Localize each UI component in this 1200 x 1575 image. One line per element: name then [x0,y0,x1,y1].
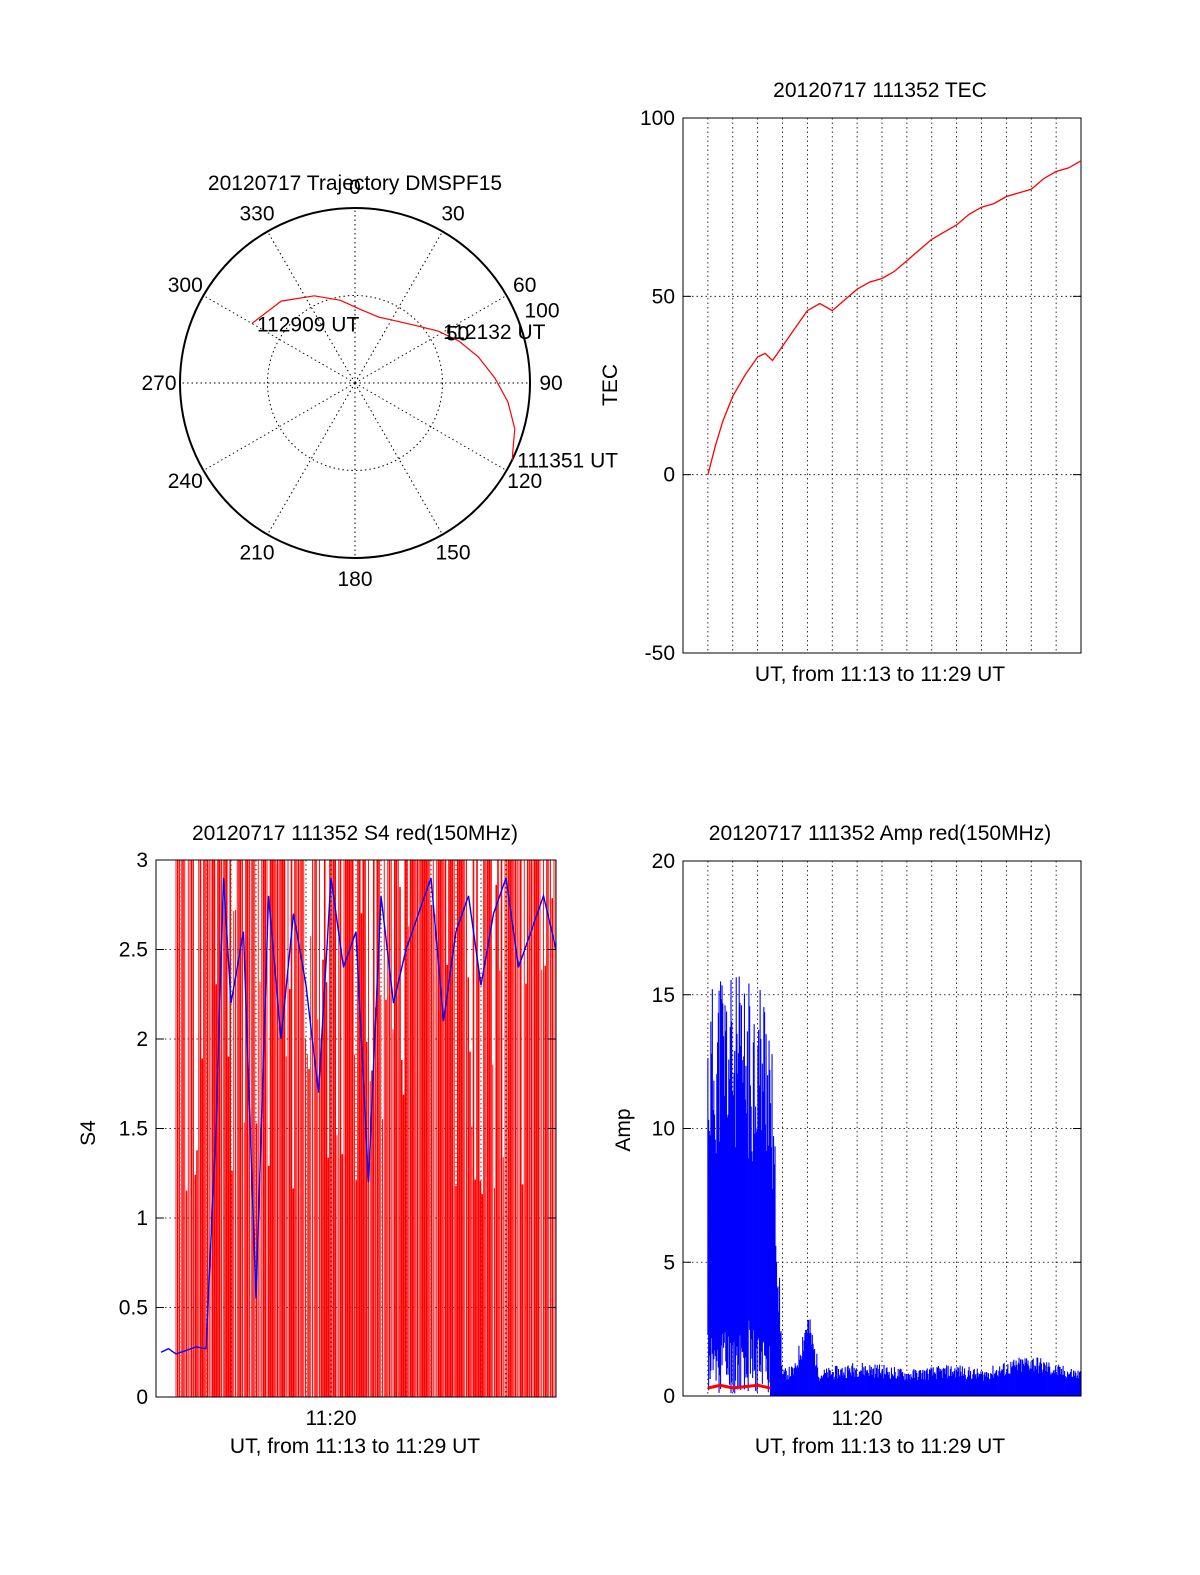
tec-plot: 20120717 111352 TEC -50 0 50 100 TEC UT, fr… [599,79,1082,686]
s4-y-ticks: 0 0.5 1 1.5 2 2.5 3 [119,849,556,1409]
trajectory-line [251,295,516,460]
tec-title: 20120717 111352 TEC [773,79,987,102]
y-tick-label: 2 [136,1028,148,1051]
y-tick-label: 100 [640,107,675,130]
y-tick-label: 0 [663,464,675,487]
trajectory-time-label: 112909 UT [257,314,360,337]
amp-title: 20120717 111352 Amp red(150MHz) [709,822,1051,845]
y-tick-label: 5 [663,1251,675,1274]
y-tick-label: 0 [136,1386,148,1409]
polar-azimuth-tick-label: 120 [507,470,542,493]
trajectory-annotations: 112909 UT 112132 UT 111351 UT [257,314,618,473]
y-tick-label: 50 [652,285,675,308]
tec-y-ticks: -50 0 50 100 [640,107,1081,665]
s4-ylabel: S4 [77,1120,100,1146]
tec-xlabel: UT, from 11:13 to 11:29 UT [755,663,1005,686]
polar-azimuth-ticks: 0 30 60 90 120 150 180 210 240 270 300 330 [141,176,562,591]
polar-grid [179,207,531,559]
polar-azimuth-tick-label: 210 [239,542,274,565]
polar-outer-circle [179,207,531,559]
tec-grid [683,118,1081,653]
y-tick-label: -50 [645,642,675,665]
y-tick-label: 1.5 [119,1118,148,1141]
polar-azimuth-tick-label: 330 [239,202,274,225]
polar-radial-tick-label: 50 [446,322,469,345]
amp-xlabel: UT, from 11:13 to 11:29 UT [755,1435,1005,1458]
s4-xlabel: UT, from 11:13 to 11:29 UT [230,1435,480,1458]
polar-inner-circle [267,295,443,471]
amp-red-series [707,1383,771,1390]
polar-trajectory-plot: 20120717 Trajectory DMSPF15 0 30 60 90 120 15… [141,172,618,591]
y-tick-label: 2.5 [119,939,148,962]
polar-spoke [267,382,356,535]
s4-blue-series-line [160,877,557,1355]
polar-azimuth-tick-label: 150 [435,542,470,565]
tec-frame [682,117,1082,654]
s4-plot: 20120717 111352 S4 red(150MHz) 0 0.5 1 1.5 2… [77,822,557,1458]
amp-ylabel: Amp [612,1108,635,1151]
polar-radial-tick-label: 100 [525,300,560,323]
y-tick-label: 0.5 [119,1297,148,1320]
s4-red-series [175,860,557,1397]
y-tick-label: 20 [652,850,675,873]
polar-azimuth-tick-label: 0 [349,176,361,199]
polar-azimuth-tick-label: 30 [441,202,464,225]
tec-ylabel: TEC [599,364,622,406]
polar-azimuth-tick-label: 60 [513,274,536,297]
polar-azimuth-tick-label: 240 [168,470,203,493]
y-tick-label: 0 [663,1385,675,1408]
polar-spoke [203,382,356,471]
amp-x-tick-label: 11:20 [832,1407,883,1430]
polar-azimuth-tick-label: 180 [337,568,372,591]
s4-x-tick-label: 11:20 [306,1407,357,1430]
amp-y-ticks: 0 5 10 15 20 [652,850,1081,1408]
polar-title: 20120717 Trajectory DMSPF15 [208,172,502,195]
amp-red-series-line [707,1383,771,1390]
amp-plot: 20120717 111352 Amp red(150MHz) 0 5 10 15 20… [612,822,1082,1458]
polar-azimuth-tick-label: 270 [141,372,176,395]
trajectory-time-label: 111351 UT [517,450,618,473]
y-tick-label: 15 [652,984,675,1007]
y-tick-label: 10 [652,1118,675,1141]
polar-radial-ticks: 50 100 [446,300,560,346]
tec-series-line [707,160,1082,475]
polar-azimuth-tick-label: 90 [539,372,562,395]
y-tick-label: 3 [136,849,148,872]
polar-spoke [354,231,443,384]
polar-azimuth-tick-label: 300 [168,274,203,297]
trajectory-time-label: 112132 UT [443,321,546,344]
y-tick-label: 1 [136,1207,148,1230]
s4-title: 20120717 111352 S4 red(150MHz) [192,822,518,845]
amp-blue-series [707,976,1082,1396]
